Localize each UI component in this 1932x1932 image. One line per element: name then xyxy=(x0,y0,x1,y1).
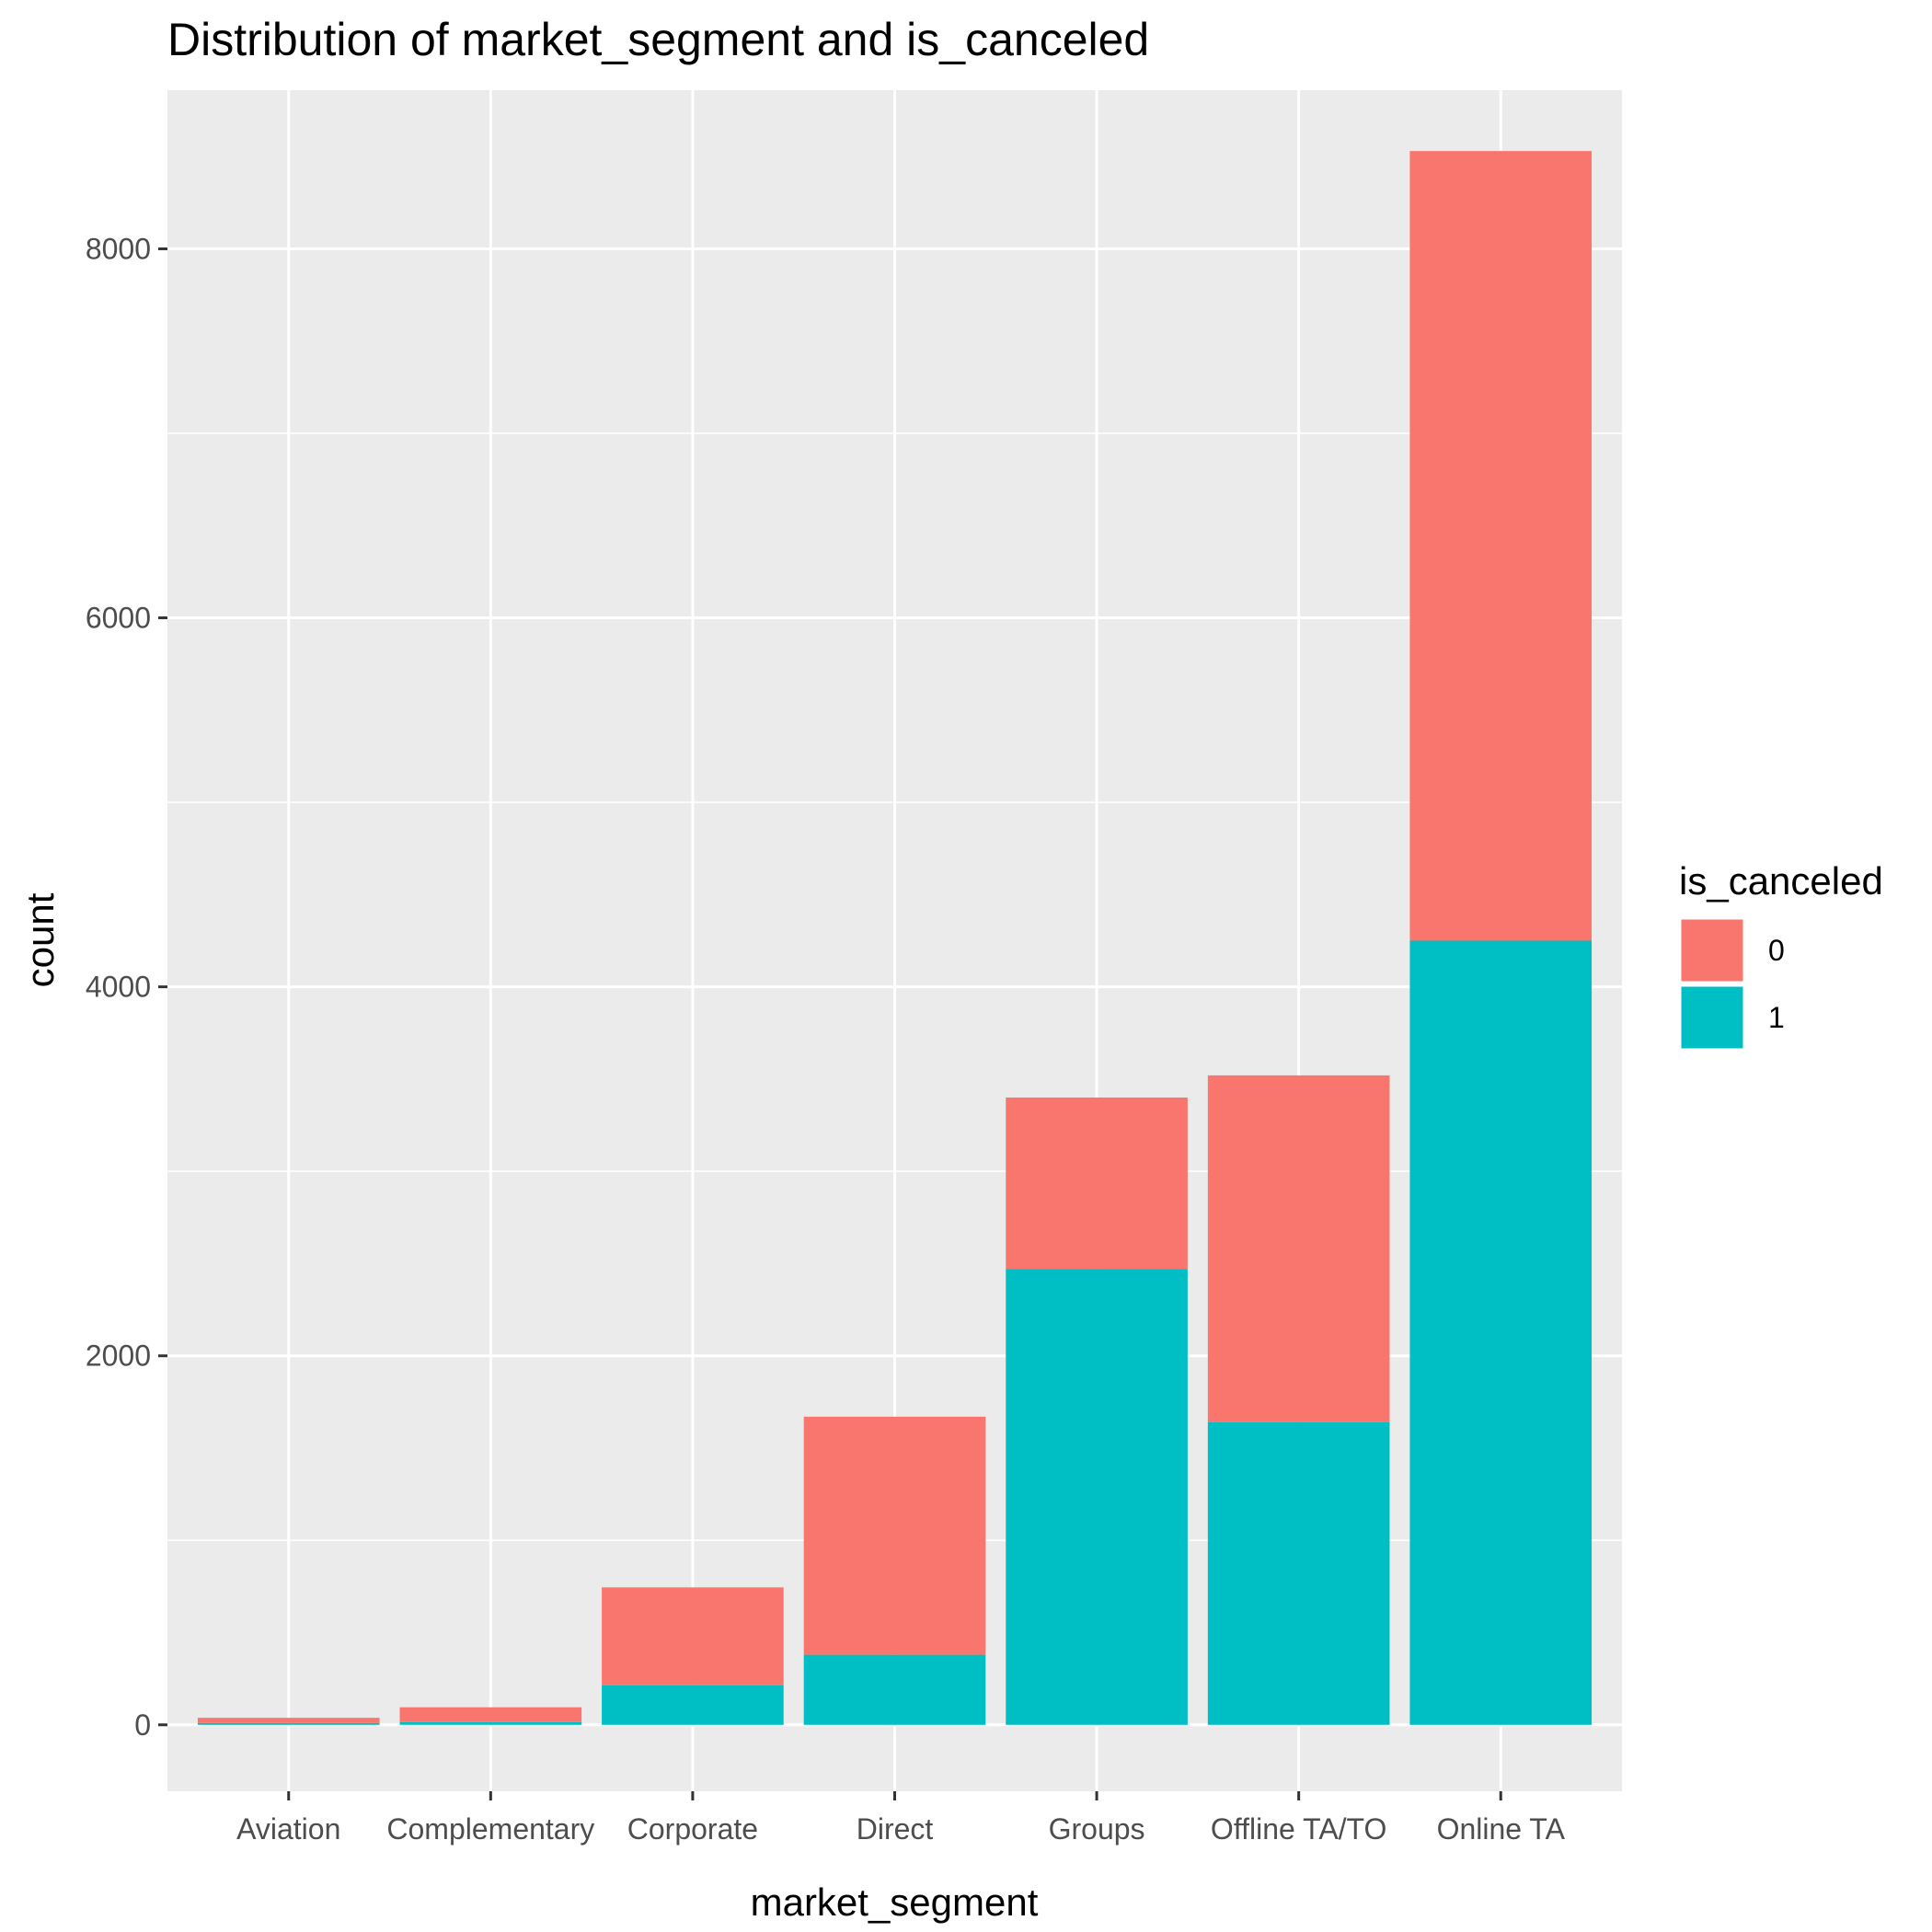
x-axis: Aviation Complementary Corporate Direct Grou… xyxy=(236,1791,1566,1846)
chart-title: Distribution of market_segment and is_ca… xyxy=(167,14,1149,65)
x-tick-label: Complementary xyxy=(386,1812,594,1846)
y-axis: 0 2000 4000 6000 8000 xyxy=(86,232,167,1742)
x-tick-label: Online TA xyxy=(1437,1812,1566,1846)
y-axis-title: count xyxy=(18,892,62,987)
bar-segment xyxy=(1409,940,1593,1725)
legend-key xyxy=(1678,916,1746,984)
legend-label: 0 xyxy=(1768,934,1785,967)
x-tick-label: Aviation xyxy=(236,1812,340,1846)
y-tick-label: 4000 xyxy=(86,971,151,1004)
bar-segment xyxy=(197,1718,380,1723)
legend: is_canceled 0 1 xyxy=(1678,859,1883,1052)
bar-segment xyxy=(602,1587,784,1685)
grid-lines xyxy=(167,90,1622,1791)
x-tick-label: Offline TA/TO xyxy=(1211,1812,1386,1846)
x-tick-label: Direct xyxy=(857,1812,934,1846)
x-tick-label: Corporate xyxy=(627,1812,758,1846)
x-axis-title: market_segment xyxy=(751,1880,1039,1924)
bar-segment xyxy=(803,1654,986,1725)
legend-title: is_canceled xyxy=(1679,859,1883,903)
y-tick-label: 6000 xyxy=(86,602,151,635)
y-tick-label: 8000 xyxy=(86,232,151,265)
bar-segment xyxy=(602,1685,784,1725)
bar-segment xyxy=(399,1721,582,1725)
y-tick-label: 2000 xyxy=(86,1340,151,1373)
bar-segment xyxy=(803,1416,986,1655)
bar-segment xyxy=(1006,1097,1188,1270)
bar-segment xyxy=(1207,1421,1390,1725)
bar-segment xyxy=(399,1707,582,1722)
y-tick-label: 0 xyxy=(134,1708,151,1742)
bar-segment xyxy=(1006,1269,1188,1725)
bars xyxy=(197,151,1593,1725)
legend-key xyxy=(1678,983,1746,1052)
x-tick-label: Groups xyxy=(1049,1812,1145,1846)
bar-segment xyxy=(1207,1075,1390,1422)
bar-segment xyxy=(197,1722,380,1725)
legend-label: 1 xyxy=(1768,1001,1785,1034)
bar-segment xyxy=(1409,151,1593,941)
